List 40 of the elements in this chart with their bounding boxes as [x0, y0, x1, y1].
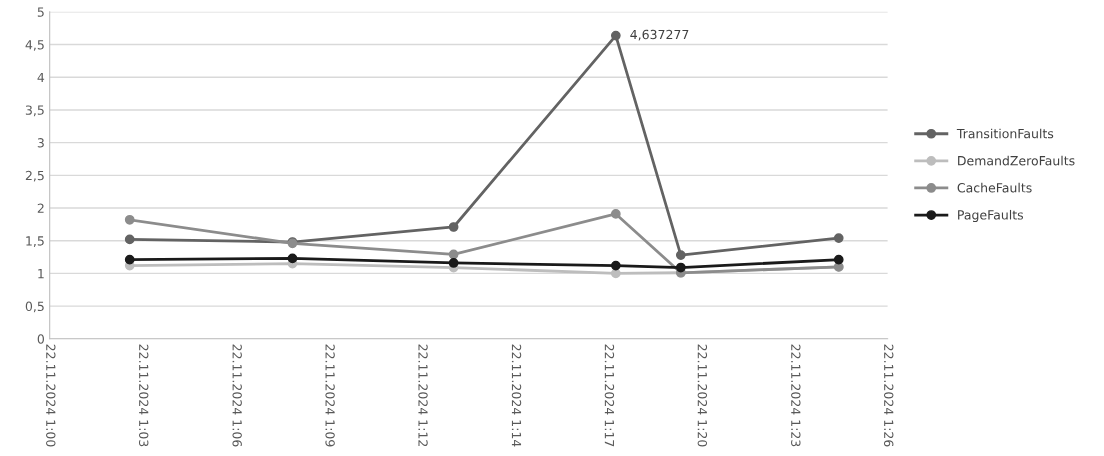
- x-tick-label: 22.11.2024 1:03: [138, 344, 149, 447]
- point: [124, 214, 135, 225]
- y-tick-label: 1: [38, 269, 44, 279]
- point: [124, 254, 135, 265]
- legend-label: TransitionFaults: [956, 128, 1054, 139]
- y-tick-label: 4,5: [25, 40, 44, 51]
- x-tick-label: 22.11.2024 1:20: [697, 344, 708, 447]
- x-tick-label: 22.11.2024 1:23: [791, 344, 801, 447]
- legend-label: DemandZeroFaults: [958, 155, 1075, 166]
- x-tick-label: 22.11.2024 1:14: [511, 344, 522, 447]
- x-tick-label: 22.11.2024 1:06: [232, 344, 242, 447]
- y-tick-label: 3,5: [25, 105, 44, 117]
- y-tick-label: 1,5: [26, 236, 44, 247]
- x-tick-label: 22.11.2024 1:12: [418, 344, 428, 447]
- legend-label: CacheFaults: [957, 182, 1032, 193]
- point: [675, 250, 686, 260]
- point: [124, 234, 135, 245]
- y-tick-label: 2,5: [25, 170, 44, 182]
- y-tick-label: 0,5: [25, 301, 44, 313]
- legend-label: PageFaults: [958, 209, 1024, 223]
- y-tick-label: 3: [37, 138, 44, 148]
- point: [675, 262, 686, 273]
- y-tick-label: 2: [37, 203, 44, 213]
- x-tick-label: 22.11.2024 1:26: [883, 344, 894, 447]
- x-tick-label: 22.11.2024 1:09: [325, 344, 335, 447]
- x-tick-label: 22.11.2024 1:17: [604, 344, 615, 447]
- point: [833, 254, 844, 265]
- point: [610, 268, 621, 279]
- point: [610, 209, 621, 219]
- point: [287, 253, 298, 264]
- annotation: 4,637277: [630, 29, 689, 41]
- point: [448, 258, 459, 268]
- point: [833, 233, 844, 243]
- point: [610, 30, 621, 41]
- point: [610, 260, 621, 271]
- y-tick-label: 0: [37, 334, 44, 344]
- x-tick-label: 22.11.2024 1:00: [46, 344, 56, 447]
- point: [448, 222, 459, 232]
- y-tick-label: 4: [37, 72, 45, 82]
- y-tick-label: 5: [37, 7, 44, 17]
